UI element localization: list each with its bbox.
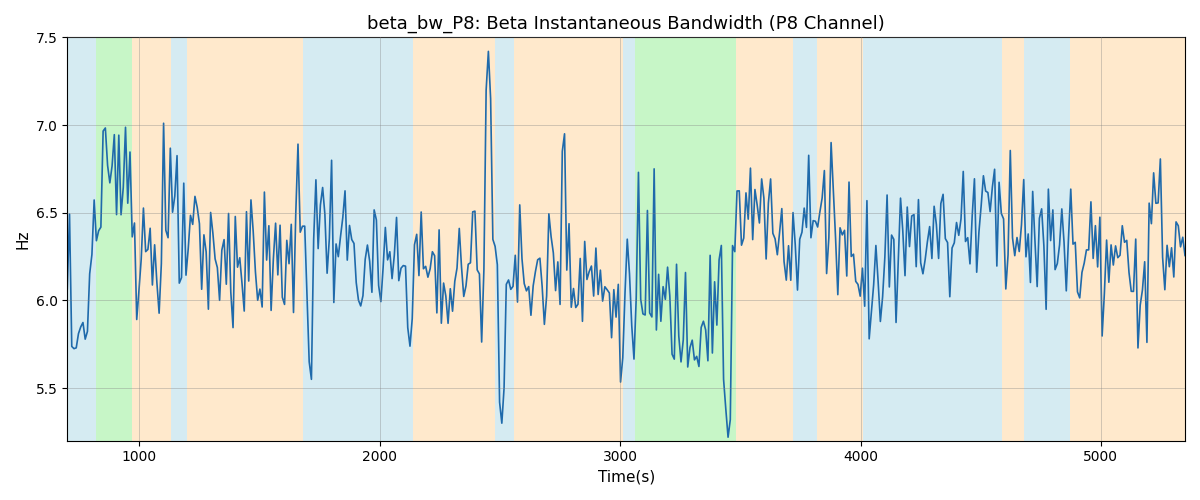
Bar	[515, 38, 623, 440]
Bar	[623, 38, 635, 440]
Bar	[1002, 38, 1024, 440]
Title: beta_bw_P8: Beta Instantaneous Bandwidth (P8 Channel): beta_bw_P8: Beta Instantaneous Bandwidth…	[367, 15, 886, 34]
Bar	[817, 38, 863, 440]
Bar	[336, 38, 414, 440]
Bar	[863, 38, 1002, 440]
Bar	[170, 38, 187, 440]
Bar	[750, 38, 793, 440]
Bar	[67, 38, 96, 440]
Y-axis label: Hz: Hz	[16, 230, 30, 249]
X-axis label: Time(s): Time(s)	[598, 470, 655, 485]
Bar	[1069, 38, 1186, 440]
Bar	[793, 38, 817, 440]
Bar	[302, 38, 336, 440]
Bar	[187, 38, 302, 440]
Bar	[414, 38, 496, 440]
Bar	[96, 38, 132, 440]
Bar	[1024, 38, 1069, 440]
Bar	[736, 38, 750, 440]
Bar	[496, 38, 515, 440]
Bar	[635, 38, 736, 440]
Bar	[132, 38, 170, 440]
